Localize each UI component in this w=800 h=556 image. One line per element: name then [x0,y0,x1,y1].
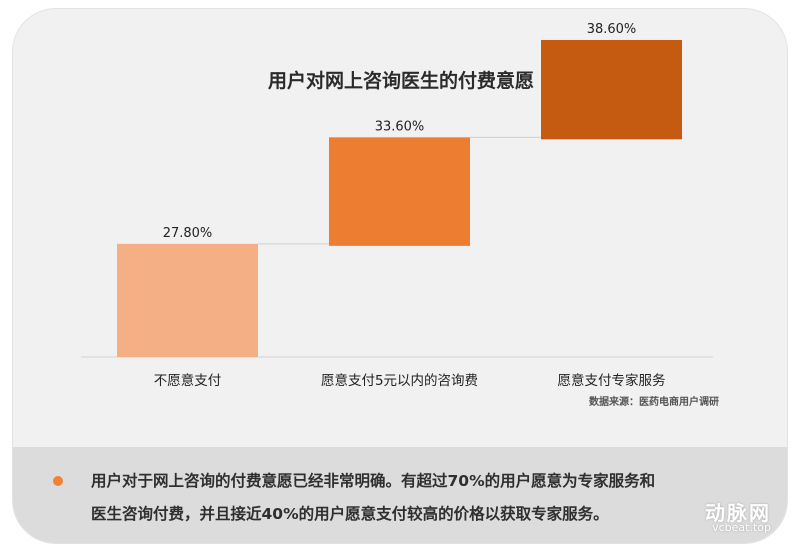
chart-card: 用户对网上咨询医生的付费意愿 27.80% 不愿意支付 33.60% 愿意支付5元以内… [12,8,788,544]
conclusion-line-2: 医生咨询付费，并且接近40%的用户愿意支付较高的价格以获取专家服务。 [91,505,609,523]
bars-layer: 27.80% 不愿意支付 33.60% 愿意支付5元以内的咨询费 38.60% 愿意支付专… [81,22,713,389]
data-label-3: 38.60% [587,22,637,37]
conclusion-box: 用户对于网上咨询的付费意愿已经非常明确。有超过70%的用户愿意为专家服务和 医生… [13,447,787,543]
chart-title: 用户对网上咨询医生的付费意愿 [268,69,534,92]
chart-source: 数据来源：医药电商用户调研 [589,395,719,408]
category-label-3: 愿意支付专家服务 [558,372,666,389]
conclusion-text: 用户对于网上咨询的付费意愿已经非常明确。有超过70%的用户愿意为专家服务和 医生… [91,465,731,531]
watermark-url: vcbeat.top [712,521,771,534]
data-label-2: 33.60% [375,119,425,134]
conclusion-line-1: 用户对于网上咨询的付费意愿已经非常明确。有超过70%的用户愿意为专家服务和 [91,472,656,490]
category-label-2: 愿意支付5元以内的咨询费 [321,372,478,389]
category-label-1: 不愿意支付 [154,372,222,389]
bar-chart: 用户对网上咨询医生的付费意愿 27.80% 不愿意支付 33.60% 愿意支付5元以内… [81,22,719,408]
watermark-logo: 动脉网 vcbeat.top [661,497,771,537]
bar-1 [117,243,258,357]
watermark-brand: 动脉网 [705,501,771,525]
bar-3 [541,39,682,140]
bullet-dot [53,476,63,486]
bar-2 [329,137,470,246]
data-label-1: 27.80% [163,226,213,241]
